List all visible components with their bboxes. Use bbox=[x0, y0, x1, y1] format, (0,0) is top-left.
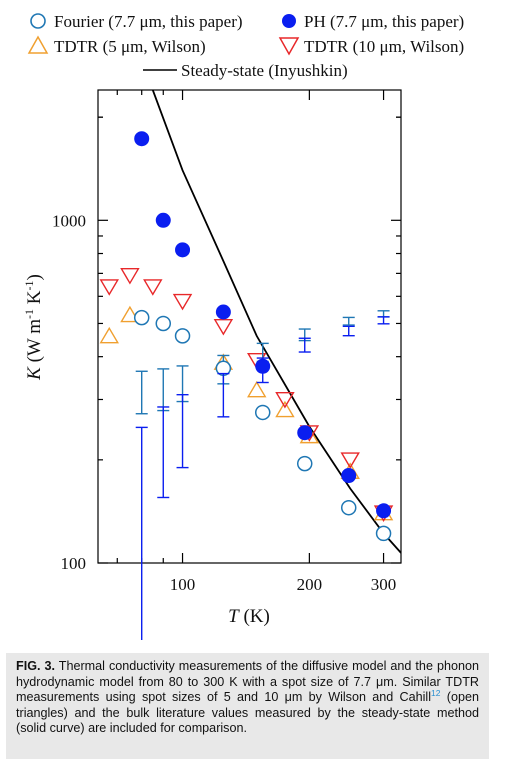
caption-text-a: Thermal conductivity measurements of the… bbox=[16, 659, 479, 704]
ph-point bbox=[215, 304, 231, 320]
legend-marker-ph bbox=[282, 14, 296, 28]
ph-point bbox=[134, 131, 150, 147]
tick-labels: 100 200 300 100 1000 bbox=[52, 211, 396, 594]
figure-caption: FIG. 3. Thermal conductivity measurement… bbox=[6, 653, 489, 759]
legend: Fourier (7.7 μm, this paper) PH (7.7 μm,… bbox=[27, 12, 464, 80]
x-tick-label: 200 bbox=[297, 575, 323, 594]
fourier-point bbox=[254, 404, 271, 421]
tdtr10-point bbox=[172, 293, 193, 311]
plot-frame bbox=[97, 89, 402, 564]
x-tick-label: 100 bbox=[170, 575, 196, 594]
caption-label: FIG. 3. bbox=[16, 659, 55, 673]
tdtr10-point bbox=[99, 279, 119, 296]
plot-data bbox=[99, 90, 401, 640]
tdtr10-point bbox=[143, 279, 163, 296]
tdtr5-point bbox=[275, 400, 295, 418]
ph-point bbox=[155, 212, 171, 228]
caption-citation[interactable]: 12 bbox=[431, 687, 441, 698]
ph-point bbox=[376, 503, 392, 519]
fourier-point bbox=[340, 499, 357, 516]
ph-point bbox=[255, 358, 271, 374]
legend-label-tdtr10: TDTR (10 μm, Wilson) bbox=[304, 37, 464, 56]
tdtr10-point bbox=[213, 318, 234, 336]
fourier-point bbox=[296, 455, 313, 472]
tdtr10-point bbox=[340, 452, 360, 469]
legend-label-fourier: Fourier (7.7 μm, this paper) bbox=[54, 12, 243, 31]
legend-label-steady: Steady-state (Inyushkin) bbox=[181, 61, 348, 80]
chart: Fourier (7.7 μm, this paper) PH (7.7 μm,… bbox=[22, 12, 464, 640]
tdtr10-point bbox=[120, 268, 140, 285]
fourier-point bbox=[375, 525, 392, 542]
legend-marker-fourier bbox=[30, 13, 46, 29]
x-tick-label: 300 bbox=[371, 575, 397, 594]
ph-point bbox=[297, 425, 313, 441]
tdtr5-point bbox=[99, 326, 119, 344]
legend-label-ph: PH (7.7 μm, this paper) bbox=[304, 12, 464, 31]
legend-marker-tdtr5 bbox=[27, 35, 49, 54]
tdtr10-point bbox=[275, 391, 295, 409]
axis-ticks bbox=[98, 90, 401, 564]
y-tick-label: 1000 bbox=[52, 211, 86, 230]
legend-marker-tdtr10 bbox=[278, 37, 300, 56]
fourier-point bbox=[155, 315, 172, 332]
legend-label-tdtr5: TDTR (5 μm, Wilson) bbox=[54, 37, 206, 56]
fourier-point bbox=[133, 309, 150, 326]
tdtr5-point bbox=[247, 380, 267, 398]
y-tick-label: 100 bbox=[61, 554, 87, 573]
steady-state-curve bbox=[151, 90, 401, 554]
tdtr5-point bbox=[120, 305, 140, 323]
y-axis-title: K (W m-1 K-1) bbox=[22, 274, 45, 381]
fourier-point bbox=[174, 328, 191, 344]
ph-point bbox=[341, 468, 357, 484]
x-axis-title: T (K) bbox=[228, 606, 270, 627]
caption-text-b: (open triangles) and the bulk literature… bbox=[16, 690, 479, 735]
ph-point bbox=[175, 242, 191, 258]
